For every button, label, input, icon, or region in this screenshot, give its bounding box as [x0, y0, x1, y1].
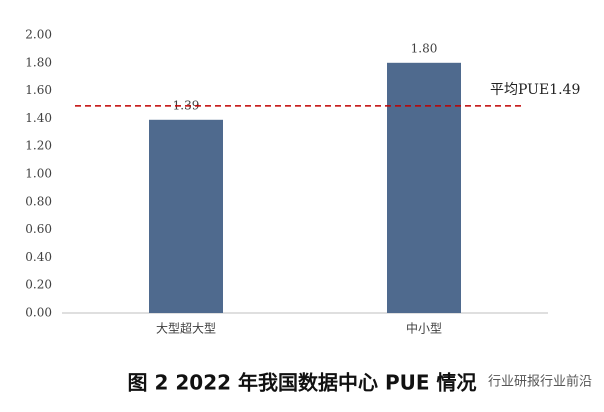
y-tick-label: 1.80 [25, 55, 52, 69]
y-tick-label: 1.60 [25, 83, 52, 97]
y-tick-label: 0.60 [25, 222, 52, 236]
bar [149, 119, 223, 313]
y-tick-label: 1.20 [25, 139, 52, 153]
bar [387, 62, 461, 313]
x-tick-label: 中小型 [406, 321, 442, 336]
x-tick-label: 大型超大型 [156, 321, 216, 336]
y-tick-label: 1.40 [25, 111, 52, 125]
y-tick-label: 1.00 [25, 167, 52, 181]
y-tick-label: 0.20 [25, 278, 52, 292]
watermark: 行业研报行业前沿 [488, 374, 592, 390]
chart-title: 图 2 2022 年我国数据中心 PUE 情况 [128, 371, 477, 395]
y-tick-label: 2.00 [25, 28, 52, 42]
y-tick-label: 0.40 [25, 250, 52, 264]
y-tick-label: 0.80 [25, 194, 52, 208]
y-tick-label: 0.00 [25, 306, 52, 320]
average-label: 平均PUE1.49 [490, 82, 580, 98]
value-label: 1.80 [411, 41, 438, 55]
